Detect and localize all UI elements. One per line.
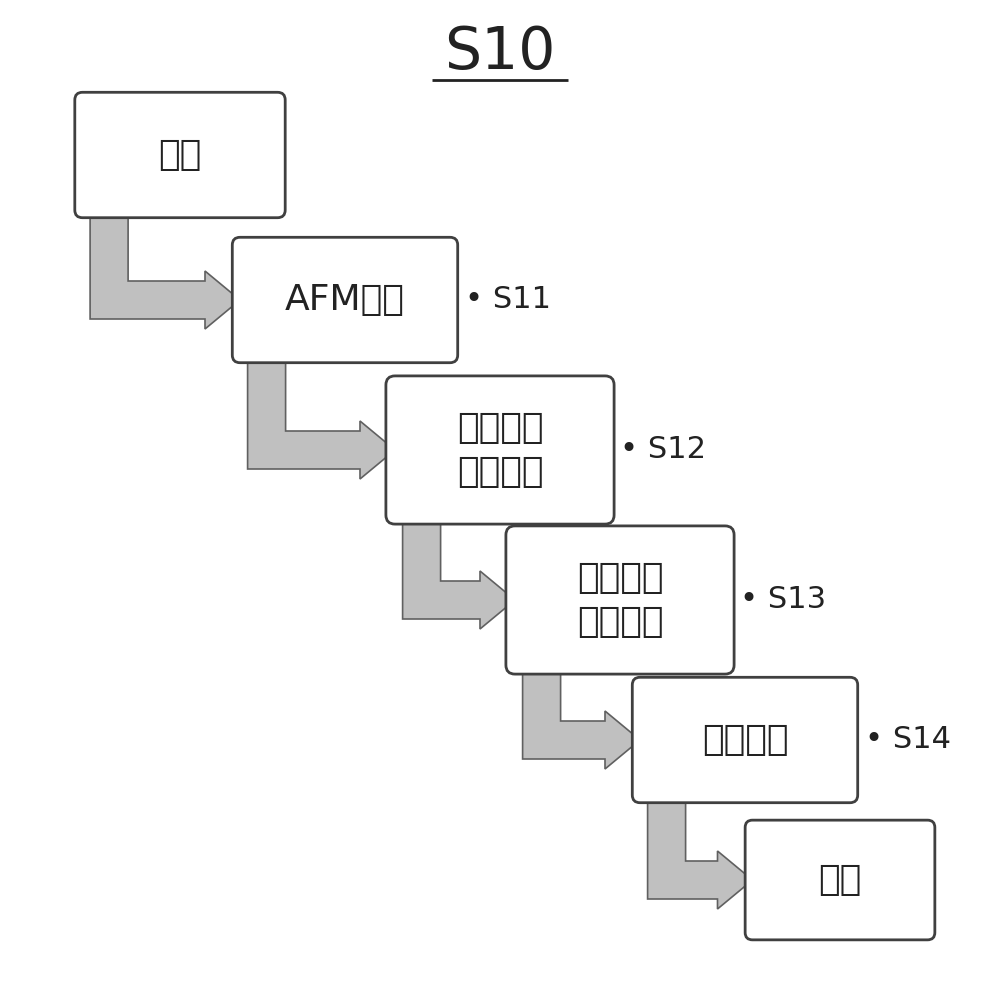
Polygon shape <box>248 355 395 479</box>
Polygon shape <box>90 210 240 329</box>
Polygon shape <box>647 795 752 909</box>
Text: • S12: • S12 <box>620 436 706 464</box>
FancyBboxPatch shape <box>745 820 935 940</box>
FancyBboxPatch shape <box>75 92 285 218</box>
FancyBboxPatch shape <box>632 677 858 803</box>
Text: 极限剪切
应力计算: 极限剪切 应力计算 <box>576 561 663 639</box>
Polygon shape <box>403 515 515 629</box>
Text: • S11: • S11 <box>465 286 551 314</box>
Text: • S14: • S14 <box>865 726 951 754</box>
FancyBboxPatch shape <box>505 526 734 674</box>
Text: 结束: 结束 <box>818 863 861 897</box>
Text: AFM测量: AFM测量 <box>285 283 405 317</box>
FancyBboxPatch shape <box>386 376 614 524</box>
Polygon shape <box>522 665 640 769</box>
Text: • S13: • S13 <box>740 585 826 614</box>
Text: S10: S10 <box>444 23 555 81</box>
Text: 图像处理: 图像处理 <box>701 723 788 757</box>
Text: 实际接触
面积计算: 实际接触 面积计算 <box>457 411 543 489</box>
FancyBboxPatch shape <box>233 237 458 363</box>
Text: 开始: 开始 <box>159 138 202 172</box>
